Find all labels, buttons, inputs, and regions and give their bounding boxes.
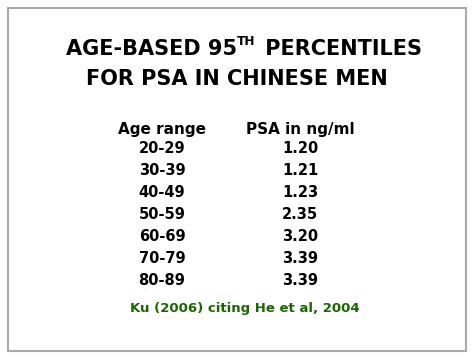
- Text: 30-39: 30-39: [139, 163, 185, 178]
- Text: TH: TH: [237, 35, 255, 48]
- Text: 3.20: 3.20: [282, 229, 318, 244]
- Text: 80-89: 80-89: [138, 273, 185, 288]
- Text: AGE-BASED 95: AGE-BASED 95: [66, 39, 237, 59]
- FancyBboxPatch shape: [8, 8, 466, 351]
- Text: 3.39: 3.39: [282, 251, 318, 266]
- Text: 3.39: 3.39: [282, 273, 318, 288]
- Text: 40-49: 40-49: [139, 185, 185, 200]
- Text: 1.23: 1.23: [282, 185, 318, 200]
- Text: 2.35: 2.35: [282, 207, 318, 222]
- Text: 1.20: 1.20: [282, 141, 318, 156]
- Text: PERCENTILES: PERCENTILES: [258, 39, 422, 59]
- Text: FOR PSA IN CHINESE MEN: FOR PSA IN CHINESE MEN: [86, 69, 388, 89]
- Text: Ku (2006) citing He et al, 2004: Ku (2006) citing He et al, 2004: [130, 302, 360, 315]
- Text: 60-69: 60-69: [139, 229, 185, 244]
- Text: Age range: Age range: [118, 122, 206, 137]
- Text: 70-79: 70-79: [139, 251, 185, 266]
- Text: PSA in ng/ml: PSA in ng/ml: [246, 122, 354, 137]
- Text: 1.21: 1.21: [282, 163, 318, 178]
- Text: 20-29: 20-29: [139, 141, 185, 156]
- Text: 50-59: 50-59: [138, 207, 185, 222]
